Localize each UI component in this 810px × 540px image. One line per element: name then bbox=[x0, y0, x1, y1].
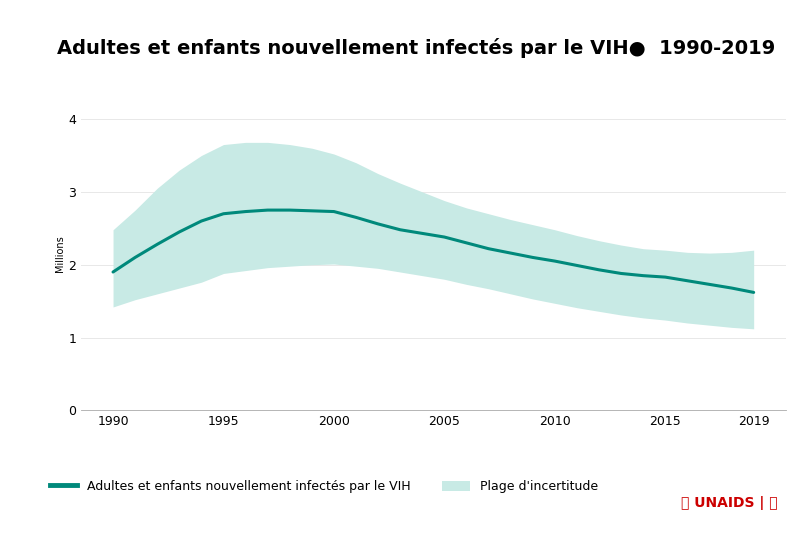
Text: Ⓕ UNAIDS | Ⓞ: Ⓕ UNAIDS | Ⓞ bbox=[680, 496, 778, 510]
Legend: Adultes et enfants nouvellement infectés par le VIH, Plage d'incertitude: Adultes et enfants nouvellement infectés… bbox=[45, 475, 603, 498]
Text: Adultes et enfants nouvellement infectés par le VIH●  1990-2019: Adultes et enfants nouvellement infectés… bbox=[57, 38, 775, 58]
Y-axis label: Millions: Millions bbox=[55, 235, 66, 272]
